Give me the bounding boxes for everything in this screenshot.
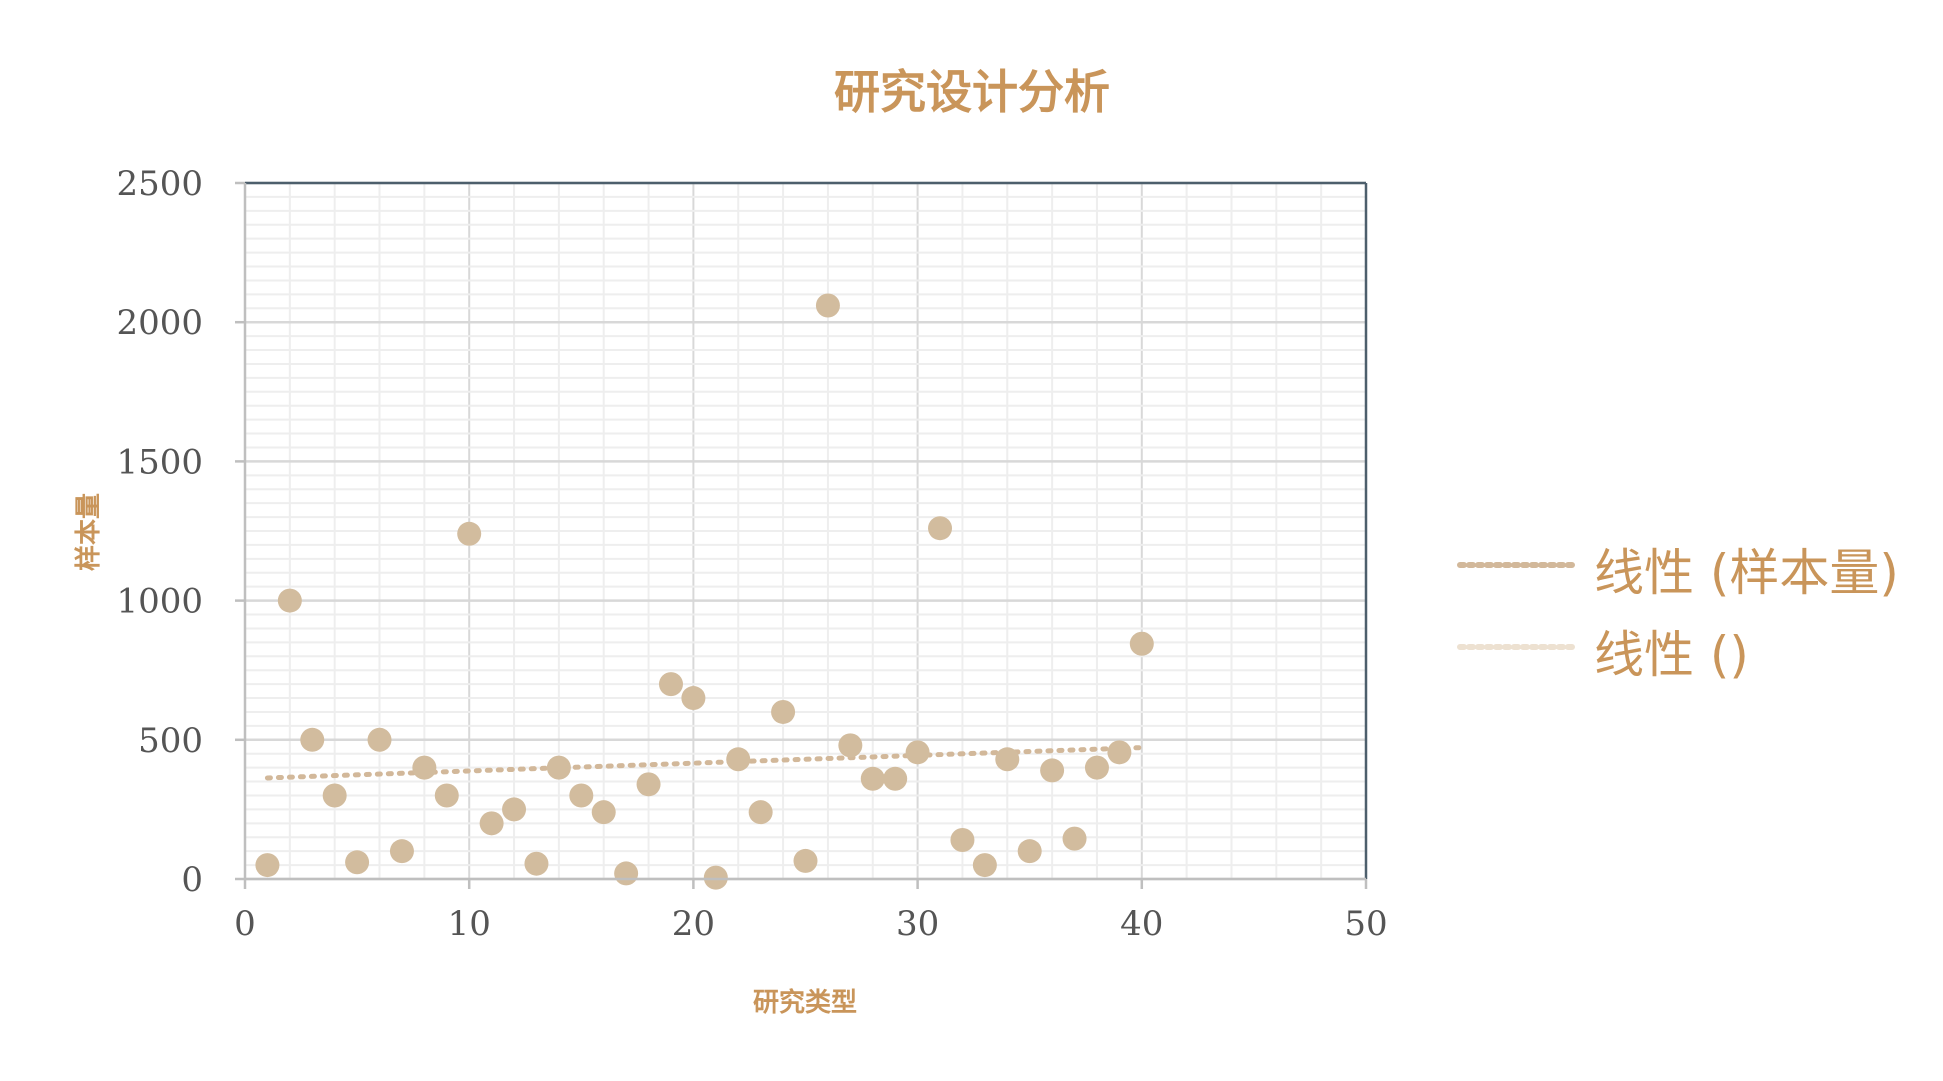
data-point	[457, 521, 482, 546]
data-point	[591, 800, 616, 825]
y-axis-title: 样本量	[73, 493, 104, 571]
data-point	[972, 853, 997, 878]
legend-label: 线性 ()	[1594, 626, 1749, 684]
data-point	[389, 839, 414, 864]
data-point	[614, 861, 639, 886]
data-point	[569, 783, 594, 808]
data-point	[1017, 839, 1042, 864]
data-point	[434, 783, 459, 808]
data-point	[726, 747, 751, 772]
data-point	[905, 740, 930, 765]
data-point	[703, 865, 728, 890]
data-point	[479, 811, 504, 836]
trendline-linear	[264, 745, 1145, 781]
data-point	[277, 588, 302, 613]
legend: 线性 (样本量) 线性 ()	[1457, 544, 1899, 684]
data-point	[928, 516, 953, 541]
x-tick-label: 0	[234, 904, 256, 944]
data-point	[412, 755, 437, 780]
data-point	[1107, 740, 1132, 765]
legend-item-linear-sample: 线性 (样本量)	[1457, 544, 1899, 602]
data-point	[502, 797, 527, 822]
chart-title: 研究设计分析	[834, 65, 1110, 119]
data-point	[860, 766, 885, 791]
x-tick-label: 20	[672, 904, 715, 944]
data-point	[1129, 631, 1154, 656]
data-point	[771, 699, 796, 724]
y-tick-label: 1000	[116, 582, 203, 622]
data-point	[883, 766, 908, 791]
data-points	[255, 293, 1154, 890]
legend-label: 线性 (样本量)	[1594, 544, 1899, 602]
data-point	[255, 853, 280, 878]
grid	[244, 181, 1367, 881]
trendline-layer	[264, 745, 1145, 781]
y-tick-label: 0	[181, 860, 203, 900]
y-tick-label: 1500	[116, 442, 203, 482]
data-point	[658, 672, 683, 697]
data-point	[636, 772, 661, 797]
data-point	[300, 727, 325, 752]
data-point	[950, 828, 975, 853]
data-point	[748, 800, 773, 825]
data-point	[322, 783, 347, 808]
data-point	[1062, 826, 1087, 851]
data-point	[546, 755, 571, 780]
data-point	[1084, 755, 1109, 780]
x-tick-label: 10	[448, 904, 491, 944]
x-tick-label: 50	[1344, 904, 1387, 944]
axes	[235, 181, 1368, 889]
data-point	[524, 851, 549, 876]
data-point	[681, 686, 706, 711]
data-point	[815, 293, 840, 318]
data-point	[793, 848, 818, 873]
x-tick-label: 40	[1120, 904, 1163, 944]
data-point	[1040, 758, 1065, 783]
x-axis-title: 研究类型	[753, 987, 857, 1018]
y-tick-label: 2000	[116, 303, 203, 343]
legend-item-linear-empty: 线性 ()	[1457, 626, 1749, 684]
data-point	[367, 727, 392, 752]
y-tick-label: 2500	[116, 164, 203, 204]
data-point	[345, 850, 370, 875]
x-tick-label: 30	[896, 904, 939, 944]
y-tick-label: 500	[138, 721, 203, 761]
data-point	[838, 733, 863, 758]
data-point	[995, 747, 1020, 772]
